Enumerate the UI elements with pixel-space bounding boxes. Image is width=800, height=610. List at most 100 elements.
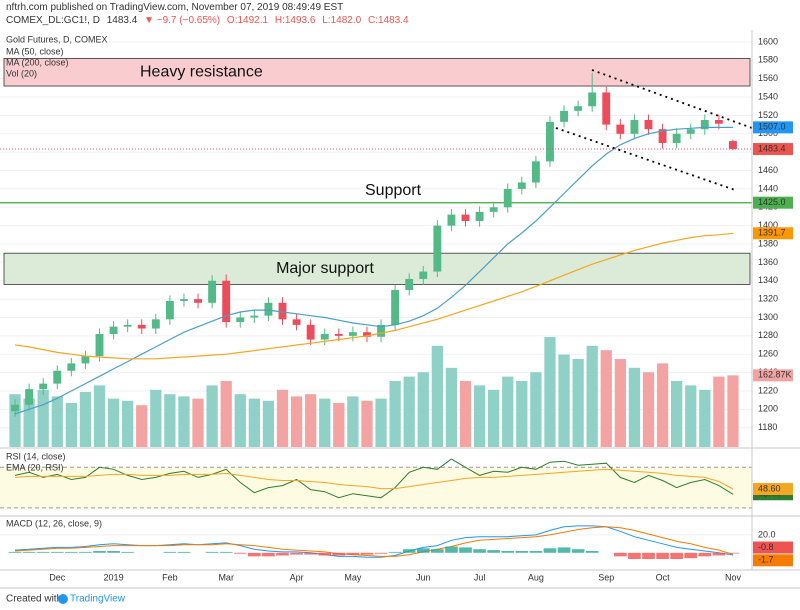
candle-body (729, 141, 737, 150)
volume-bar (502, 376, 514, 447)
histogram-bar (121, 551, 134, 553)
volume-bar (488, 389, 500, 447)
volume-bar (473, 385, 486, 447)
candle-body (292, 319, 301, 325)
volume-bar (164, 394, 176, 447)
candle-body (714, 120, 723, 124)
volume-bar (389, 381, 401, 447)
volume-bar (361, 400, 373, 447)
volume-bar (600, 350, 612, 447)
candle-body (123, 324, 132, 327)
candle-body (306, 324, 315, 340)
volume-bar (642, 372, 655, 447)
histogram-bar (416, 548, 430, 553)
volume-bar (262, 400, 275, 447)
logo (58, 594, 68, 604)
volume-bar (586, 345, 598, 447)
histogram-bar (459, 547, 472, 553)
y-tick-label: 1580 (758, 55, 778, 65)
candle-body (194, 299, 202, 303)
histogram-bar (22, 551, 36, 553)
axis: 1180120012201240126012801300132013401360… (49, 36, 793, 582)
histogram-bar (445, 546, 458, 553)
candle-body (574, 106, 583, 111)
line (14, 232, 734, 360)
candle-body (489, 207, 498, 212)
candle-body (644, 120, 653, 130)
trend-line (555, 127, 736, 191)
open: O:1492.1 (226, 15, 269, 26)
candle-body (320, 334, 329, 340)
x-tick-label: Apr (290, 572, 304, 582)
candle-body (236, 317, 245, 323)
volume-bar (417, 372, 429, 447)
x-tick-label: Jul (474, 572, 486, 582)
candle-body (81, 356, 90, 364)
y-tick-label: 1600 (758, 36, 778, 46)
candle-body (95, 334, 104, 357)
y-tick-label: 1520 (758, 110, 778, 120)
y-tick-label: 1220 (758, 385, 778, 395)
histogram-bar (318, 552, 332, 556)
candle-body (348, 332, 357, 336)
candle-body (109, 326, 118, 335)
candle-body (25, 389, 34, 405)
histogram-bar (642, 552, 655, 560)
volume-bar (37, 389, 49, 447)
y-tick-label: 1320 (758, 293, 778, 303)
x-tick-label: Feb (162, 572, 178, 582)
value-marker-bg (753, 483, 793, 496)
annotation: Major support (276, 260, 374, 277)
histogram-bar (402, 549, 416, 553)
volume-bar (192, 398, 204, 447)
volume-bar (727, 375, 739, 447)
volume-bar (23, 398, 35, 447)
value-marker: -0.8 (758, 542, 774, 552)
y-tick-label: 1560 (758, 73, 778, 83)
candle-body (377, 324, 385, 337)
candle-body (67, 363, 76, 371)
x-tick-label: Dec (49, 572, 66, 582)
x-tick-label: Jun (416, 572, 431, 582)
candle-body (686, 129, 695, 134)
volume-bar (220, 381, 232, 447)
candle-body (53, 370, 62, 384)
candle-body (151, 319, 160, 329)
volume-bar (699, 389, 711, 447)
histogram-bar (304, 552, 317, 555)
candle-body (39, 383, 48, 390)
histogram-bar (656, 552, 669, 560)
y-tick-label: 1360 (758, 257, 778, 267)
symbol: COMEX_DL:GC1!, D (6, 15, 100, 26)
histogram-bar (177, 551, 191, 553)
y-tick-label: 20.0 (758, 529, 776, 539)
volume-bar (93, 385, 106, 447)
histogram-bar (388, 551, 402, 553)
histogram-bar (543, 548, 557, 553)
volume-bar (248, 398, 260, 447)
volume-bar (122, 400, 134, 447)
volume-bar (685, 385, 697, 447)
y-tick-label: 1280 (758, 330, 778, 340)
legend-title: MACD (12, 26, close, 9) (6, 518, 102, 528)
histogram-bar (557, 547, 571, 553)
histogram-bar (219, 551, 233, 553)
footer-brand: TradingView (70, 594, 126, 605)
volume-marker-bg (753, 369, 793, 382)
legend-entry: MA (50, close) (6, 46, 64, 56)
histogram-bar (50, 551, 64, 553)
price-marker: 1391.7 (758, 228, 786, 238)
volume-bar (319, 398, 331, 447)
histogram-bar (346, 552, 360, 555)
y-tick-label: 1540 (758, 91, 778, 101)
volume-bar (558, 354, 570, 447)
price-marker: 1483.4 (758, 143, 786, 153)
volume-bar (79, 392, 92, 447)
footer-text: Created with (6, 594, 62, 605)
volume-bar (290, 396, 303, 447)
histogram-bar (107, 551, 120, 553)
candle-body (165, 300, 174, 320)
publisher-text: nftrh.com published on TradingView.com, … (6, 2, 344, 13)
x-tick-label: Oct (656, 572, 671, 582)
